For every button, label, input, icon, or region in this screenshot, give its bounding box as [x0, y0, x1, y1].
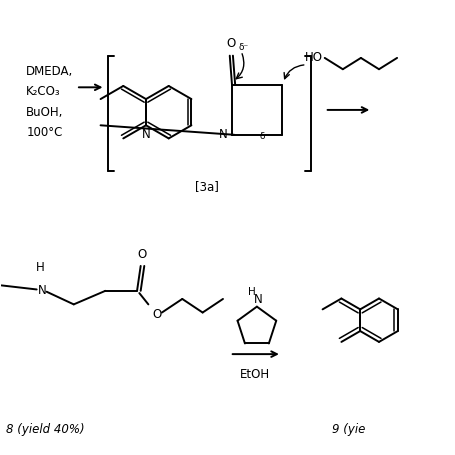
Text: O: O [152, 308, 161, 321]
Text: BuOH,: BuOH, [26, 106, 64, 119]
Text: N: N [254, 293, 263, 306]
Text: DMEDA,: DMEDA, [26, 65, 74, 78]
Text: K₂CO₃: K₂CO₃ [26, 86, 61, 98]
Text: EtOH: EtOH [240, 368, 270, 381]
Text: N: N [219, 128, 228, 142]
Text: δ⁻: δ⁻ [259, 132, 269, 141]
Text: H: H [35, 261, 44, 273]
Text: 100°C: 100°C [26, 126, 63, 139]
Text: N: N [38, 284, 46, 297]
Text: δ⁻: δ⁻ [238, 43, 248, 52]
Text: O: O [227, 37, 236, 50]
Text: HO: HO [304, 51, 323, 65]
Text: O: O [138, 248, 147, 261]
Text: H: H [248, 287, 255, 297]
Text: 9 (yie: 9 (yie [332, 423, 365, 435]
Text: N: N [142, 128, 150, 141]
Text: [3a]: [3a] [195, 180, 219, 193]
Text: 8 (yield 40%): 8 (yield 40%) [6, 423, 85, 435]
